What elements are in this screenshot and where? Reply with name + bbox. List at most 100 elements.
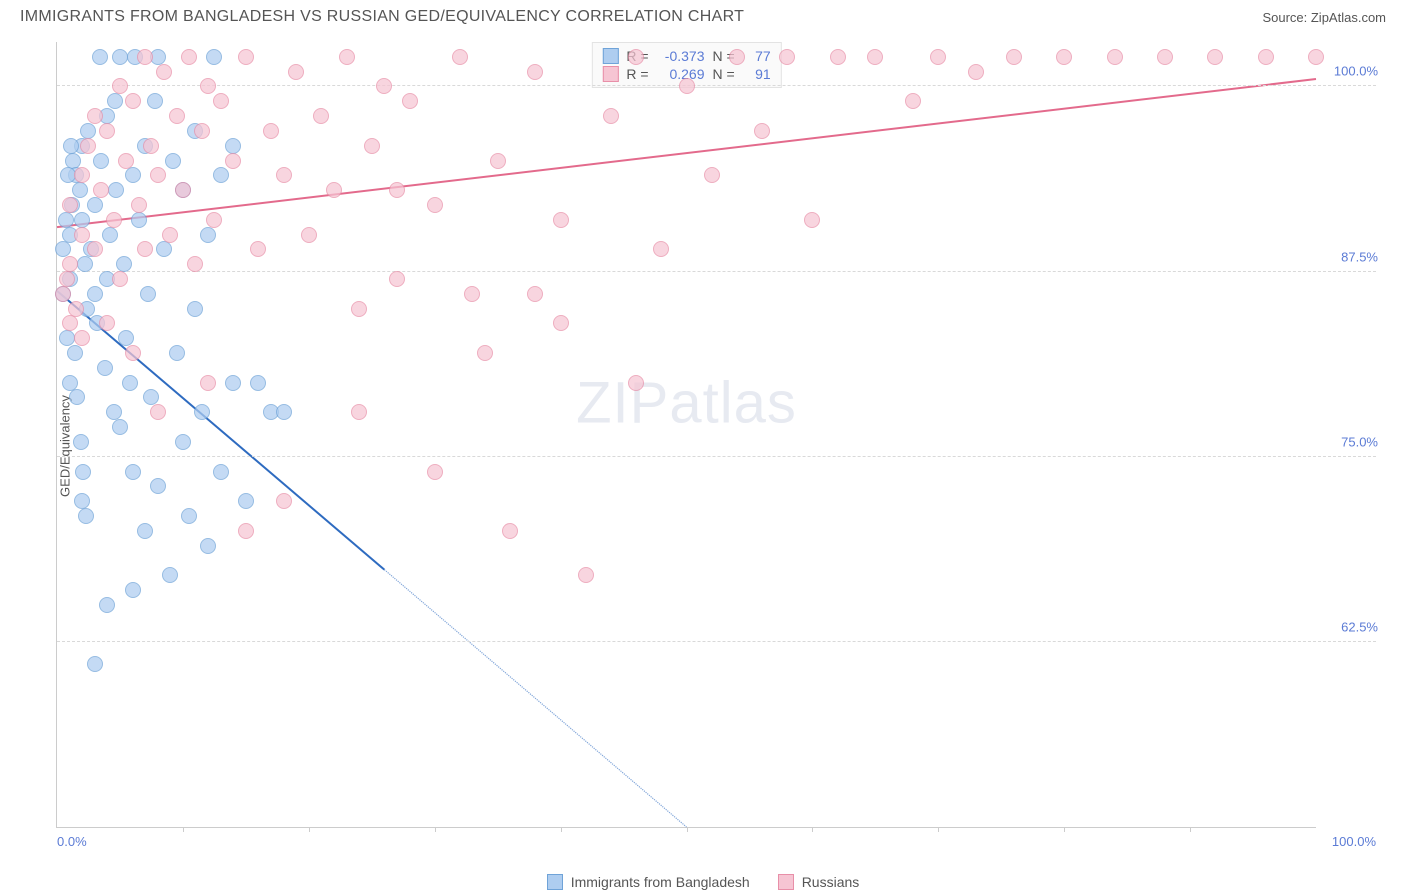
data-point — [125, 93, 141, 109]
data-point — [225, 153, 241, 169]
data-point — [125, 345, 141, 361]
data-point — [603, 108, 619, 124]
data-point — [1308, 49, 1324, 65]
data-point — [80, 123, 96, 139]
data-point — [225, 138, 241, 154]
data-point — [125, 582, 141, 598]
data-point — [63, 138, 79, 154]
legend-label: Russians — [802, 874, 860, 890]
data-point — [118, 330, 134, 346]
data-point — [92, 49, 108, 65]
series-swatch — [602, 48, 618, 64]
data-point — [187, 301, 203, 317]
data-point — [376, 78, 392, 94]
data-point — [162, 227, 178, 243]
data-point — [62, 315, 78, 331]
data-point — [125, 464, 141, 480]
legend-item: Russians — [778, 874, 860, 890]
data-point — [527, 64, 543, 80]
gridline — [57, 456, 1376, 457]
data-point — [175, 434, 191, 450]
data-point — [628, 49, 644, 65]
data-point — [389, 182, 405, 198]
legend-swatch — [778, 874, 794, 890]
data-point — [78, 508, 94, 524]
r-value: -0.373 — [657, 48, 705, 64]
legend-item: Immigrants from Bangladesh — [547, 874, 750, 890]
data-point — [55, 241, 71, 257]
data-point — [97, 360, 113, 376]
data-point — [112, 419, 128, 435]
data-point — [553, 212, 569, 228]
data-point — [194, 404, 210, 420]
data-point — [200, 375, 216, 391]
data-point — [288, 64, 304, 80]
data-point — [1006, 49, 1022, 65]
data-point — [301, 227, 317, 243]
data-point — [313, 108, 329, 124]
data-point — [131, 197, 147, 213]
data-point — [578, 567, 594, 583]
data-point — [1207, 49, 1223, 65]
data-point — [108, 182, 124, 198]
trend-lines — [57, 42, 1316, 827]
data-point — [150, 167, 166, 183]
data-point — [729, 49, 745, 65]
data-point — [62, 197, 78, 213]
data-point — [364, 138, 380, 154]
data-point — [93, 182, 109, 198]
data-point — [326, 182, 342, 198]
data-point — [162, 567, 178, 583]
data-point — [150, 404, 166, 420]
data-point — [213, 464, 229, 480]
data-point — [87, 197, 103, 213]
data-point — [137, 241, 153, 257]
data-point — [55, 286, 71, 302]
n-value: 91 — [743, 66, 771, 82]
data-point — [389, 271, 405, 287]
data-point — [87, 286, 103, 302]
data-point — [147, 93, 163, 109]
data-point — [427, 464, 443, 480]
data-point — [502, 523, 518, 539]
data-point — [181, 508, 197, 524]
data-point — [77, 256, 93, 272]
data-point — [1056, 49, 1072, 65]
data-point — [137, 523, 153, 539]
data-point — [679, 78, 695, 94]
chart-area: GED/Equivalency ZIPatlas R =-0.373N =77R… — [20, 36, 1386, 856]
data-point — [99, 123, 115, 139]
data-point — [107, 93, 123, 109]
data-point — [156, 241, 172, 257]
data-point — [628, 375, 644, 391]
y-tick-label: 87.5% — [1341, 249, 1378, 264]
chart-title: IMMIGRANTS FROM BANGLADESH VS RUSSIAN GE… — [20, 8, 744, 26]
data-point — [62, 375, 78, 391]
data-point — [80, 138, 96, 154]
data-point — [102, 227, 118, 243]
gridline — [57, 641, 1376, 642]
watermark: ZIPatlas — [576, 370, 797, 437]
data-point — [200, 538, 216, 554]
data-point — [122, 375, 138, 391]
data-point — [140, 286, 156, 302]
data-point — [250, 241, 266, 257]
data-point — [137, 49, 153, 65]
data-point — [238, 493, 254, 509]
data-point — [968, 64, 984, 80]
data-point — [65, 153, 81, 169]
data-point — [99, 315, 115, 331]
r-label: R = — [626, 66, 648, 82]
plot-region: ZIPatlas R =-0.373N =77R =0.269N =91 62.… — [56, 42, 1316, 828]
data-point — [213, 167, 229, 183]
data-point — [351, 301, 367, 317]
series-swatch — [602, 66, 618, 82]
data-point — [106, 212, 122, 228]
data-point — [1258, 49, 1274, 65]
data-point — [553, 315, 569, 331]
data-point — [112, 78, 128, 94]
data-point — [754, 123, 770, 139]
data-point — [276, 493, 292, 509]
data-point — [181, 49, 197, 65]
data-point — [59, 330, 75, 346]
